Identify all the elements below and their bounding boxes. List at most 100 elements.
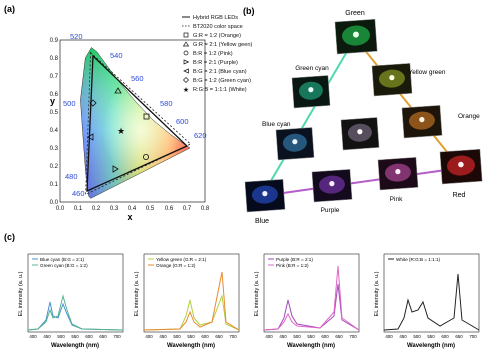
- legend-item: G:R = 2:1 (Yellow geen): [193, 42, 252, 48]
- x-tick: 550: [427, 334, 435, 339]
- marker-purple: [112, 165, 119, 173]
- wl-480: 480: [65, 172, 78, 181]
- x-tick: 0.3: [110, 206, 119, 212]
- wl-580: 580: [160, 99, 173, 108]
- spectrum-y-label: EL intensity (a. u.): [134, 271, 140, 316]
- y-tick: 0.3: [50, 146, 59, 152]
- marker-yellow-green: [114, 87, 122, 94]
- x-tick: 550: [307, 334, 315, 339]
- legend-item: G:R = 1:2 (Orange): [193, 33, 241, 39]
- x-tick: 0.6: [165, 206, 174, 212]
- legend-item: R:G:B = 1:1:1 (White): [193, 87, 247, 93]
- y-tick: 0.4: [50, 128, 59, 134]
- x-tick: 500: [57, 334, 65, 339]
- y-tick: 0.7: [50, 74, 59, 80]
- series-purple: [263, 283, 360, 331]
- color-tuning-photos: Green Green cyan Yellow green Orange: [244, 10, 483, 225]
- series-orange: [143, 271, 240, 331]
- x-tick: 650: [215, 334, 223, 339]
- series-white: [383, 273, 480, 331]
- spectrum-x-label: Wavelength (nm): [407, 343, 455, 349]
- series-blue-cyan: [27, 301, 124, 331]
- panel-a-label: (a): [4, 4, 15, 14]
- legend-item: BT2020 color space: [193, 24, 243, 30]
- spectrum-plot-1: EL intensity (a. u.) Blue cyan (B:G = 2:…: [18, 253, 124, 349]
- label-blue-cyan: Blue cyan: [262, 121, 291, 128]
- x-tick: 400: [145, 334, 153, 339]
- x-tick: 700: [349, 334, 357, 339]
- marker-white: ★: [117, 126, 125, 136]
- wl-500: 500: [63, 99, 76, 108]
- legend-yellow-green: Yellow green (G:R = 2:1): [156, 257, 207, 262]
- spectrum-plot-4: EL intensity (a. u.) White (R:G:B = 1:1:…: [374, 253, 480, 349]
- y-tick: 0.1: [50, 182, 59, 188]
- y-tick: 0.0: [50, 200, 59, 206]
- x-tick: 400: [29, 334, 37, 339]
- y-tick: 0.8: [50, 56, 59, 62]
- x-tick: 600: [441, 334, 449, 339]
- spectrum-y-label: EL intensity (a. u.): [254, 271, 260, 316]
- spectrum-plot-3: EL intensity (a. u.) Purple (B:R = 2:1) …: [254, 253, 360, 349]
- label-red: Red: [453, 192, 466, 199]
- x-tick: 700: [229, 334, 237, 339]
- x-tick: 500: [413, 334, 421, 339]
- label-orange: Orange: [458, 113, 480, 120]
- legend-white: White (R:G:B = 1:1:1): [396, 257, 441, 262]
- spectrum-x-label: Wavelength (nm): [167, 343, 215, 349]
- spectrum-x-label: Wavelength (nm): [287, 343, 335, 349]
- x-tick: 600: [85, 334, 93, 339]
- y-tick: 0.6: [50, 92, 59, 98]
- legend-item: Hybrid RGB LEDs: [193, 15, 238, 21]
- x-tick: 0.8: [201, 206, 210, 212]
- cie-legend: Hybrid RGB LEDs BT2020 color space G:R =…: [182, 15, 252, 94]
- x-tick: 400: [265, 334, 273, 339]
- label-blue: Blue: [255, 218, 269, 225]
- legend-pink: Pink (B:R = 1:2): [276, 263, 309, 268]
- line-blue-red: [261, 167, 461, 197]
- marker-green-cyan: [89, 99, 97, 107]
- label-green: Green: [345, 10, 365, 17]
- x-tick: 450: [159, 334, 167, 339]
- cie-y-label: y: [50, 96, 55, 106]
- legend-purple: Purple (B:R = 2:1): [276, 257, 313, 262]
- wl-620: 620: [194, 131, 207, 140]
- svg-text:★: ★: [183, 86, 189, 94]
- x-tick: 0.1: [74, 206, 83, 212]
- series-green-cyan: [27, 294, 124, 331]
- x-tick: 450: [399, 334, 407, 339]
- x-tick: 550: [71, 334, 79, 339]
- legend-item: B:G = 1:2 (Green cyan): [193, 78, 251, 84]
- label-green-cyan: Green cyan: [295, 65, 329, 72]
- y-tick: 0.9: [50, 38, 59, 44]
- marker-pink: [142, 153, 149, 160]
- legend-item: B:R = 2:1 (Purple): [193, 60, 238, 66]
- y-tick: 0.5: [50, 110, 59, 116]
- wl-600: 600: [176, 117, 189, 126]
- series-pink: [263, 265, 360, 331]
- label-pink: Pink: [390, 196, 403, 203]
- wl-540: 540: [110, 51, 123, 60]
- x-tick: 550: [187, 334, 195, 339]
- legend-blue-cyan: Blue cyan (B:G = 2:1): [40, 257, 85, 262]
- spectrum-y-label: EL intensity (a. u.): [374, 271, 380, 316]
- x-tick: 0.7: [183, 206, 192, 212]
- spectrum-y-label: EL intensity (a. u.): [18, 271, 24, 316]
- marker-blue-cyan: [87, 133, 94, 141]
- x-tick: 0.0: [56, 206, 65, 212]
- x-tick: 450: [43, 334, 51, 339]
- y-tick: 0.2: [50, 164, 59, 170]
- legend-green-cyan: Green cyan (B:G = 1:2): [40, 263, 88, 268]
- cie-x-label: x: [127, 212, 132, 222]
- legend-item: B:R = 1:2 (Pink): [193, 51, 233, 57]
- panel-b-label: (b): [243, 6, 255, 16]
- x-tick: 600: [321, 334, 329, 339]
- x-tick: 700: [469, 334, 477, 339]
- legend-item: B:G = 2:1 (Blue cyan): [193, 69, 247, 75]
- x-tick: 0.2: [92, 206, 101, 212]
- x-tick: 650: [99, 334, 107, 339]
- x-tick: 700: [113, 334, 121, 339]
- x-tick: 400: [385, 334, 393, 339]
- x-tick: 450: [279, 334, 287, 339]
- legend-orange: Orange (G:R = 1:2): [156, 263, 196, 268]
- x-tick: 650: [335, 334, 343, 339]
